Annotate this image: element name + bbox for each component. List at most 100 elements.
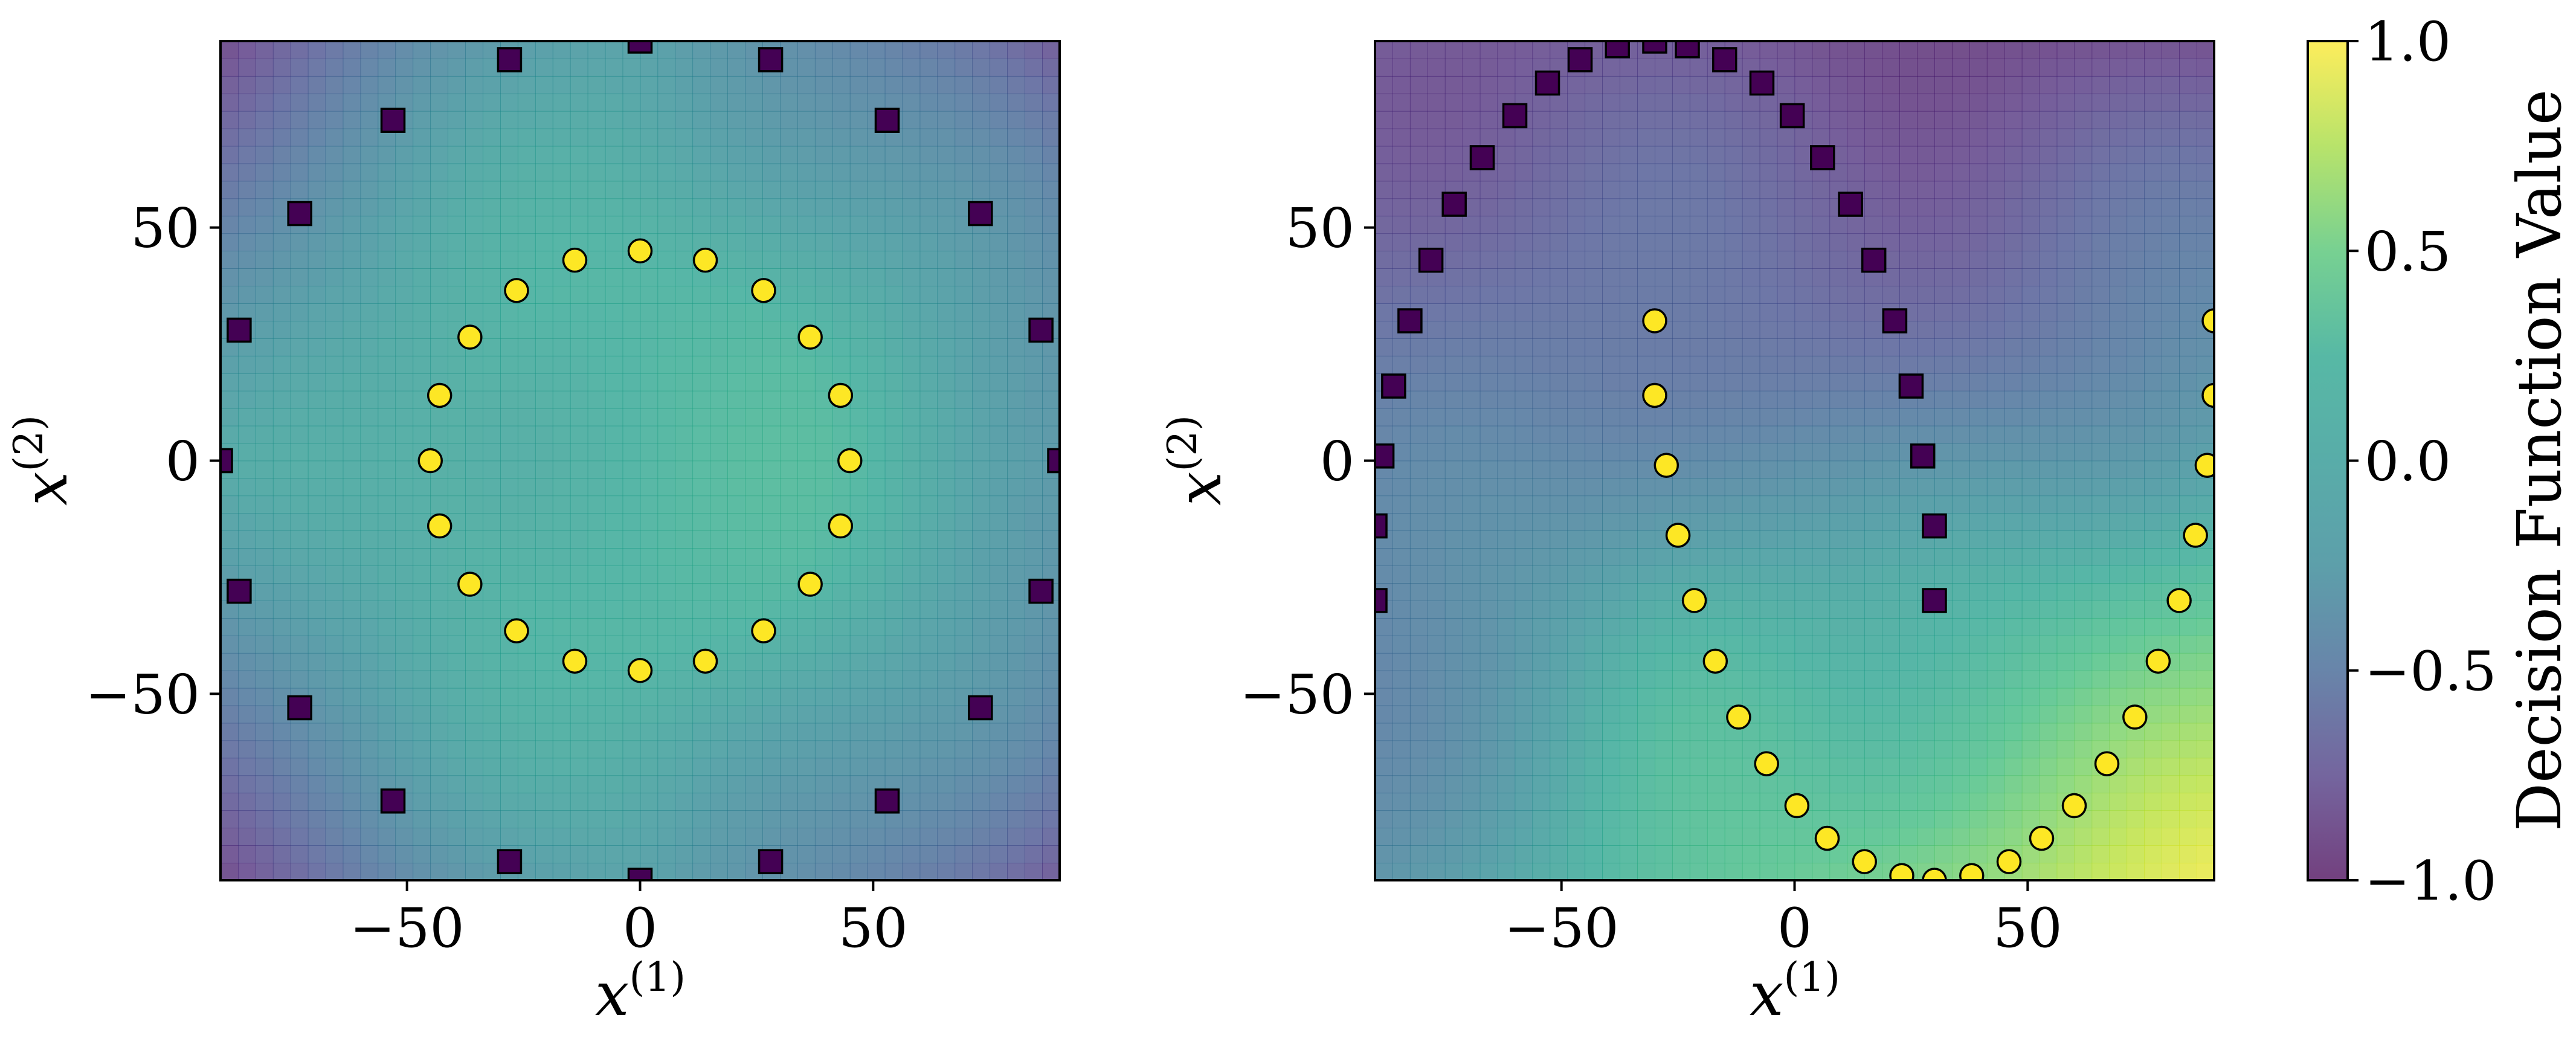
heatmap-cell bbox=[2179, 652, 2197, 671]
heatmap-cell bbox=[413, 233, 431, 252]
heatmap-cell bbox=[849, 233, 868, 252]
heatmap-cell bbox=[1724, 478, 1743, 497]
heatmap-cell bbox=[1951, 268, 1970, 286]
heatmap-cell bbox=[1637, 670, 1655, 689]
heatmap-cell bbox=[430, 425, 448, 444]
heatmap-cell bbox=[1602, 548, 1620, 566]
heatmap-cell bbox=[1462, 443, 1481, 462]
heatmap-cell bbox=[1620, 268, 1638, 286]
heatmap-cell bbox=[2021, 758, 2040, 776]
heatmap-cell bbox=[1794, 845, 1813, 863]
heatmap-cell bbox=[955, 111, 973, 129]
class-positive-point bbox=[627, 658, 653, 683]
heatmap-cell bbox=[1427, 355, 1446, 374]
heatmap-cell bbox=[710, 548, 728, 566]
heatmap-cell bbox=[1620, 198, 1638, 217]
heatmap-cell bbox=[378, 863, 396, 880]
heatmap-cell bbox=[1742, 93, 1760, 112]
heatmap-cell bbox=[448, 617, 466, 636]
heatmap-cell bbox=[1689, 863, 1708, 880]
heatmap-cell bbox=[849, 635, 868, 654]
heatmap-cell bbox=[2109, 181, 2128, 199]
heatmap-cell bbox=[221, 513, 239, 532]
heatmap-cell bbox=[1969, 513, 1988, 532]
heatmap-cell bbox=[1515, 390, 1533, 409]
heatmap-cell bbox=[1707, 198, 1725, 217]
heatmap-cell bbox=[2056, 548, 2075, 566]
heatmap-cell bbox=[884, 268, 903, 286]
heatmap-cell bbox=[1829, 601, 1848, 619]
heatmap-cell bbox=[2109, 583, 2128, 601]
heatmap-cell bbox=[325, 688, 344, 706]
heatmap-cell bbox=[2109, 233, 2128, 252]
heatmap-cell bbox=[378, 286, 396, 304]
heatmap-cell bbox=[797, 443, 816, 462]
heatmap-cell bbox=[814, 373, 833, 392]
heatmap-cell bbox=[1847, 583, 1866, 601]
heatmap-cell bbox=[552, 181, 571, 199]
heatmap-cell bbox=[1777, 390, 1795, 409]
heatmap-cell bbox=[1007, 41, 1025, 59]
class-negative-point bbox=[1418, 247, 1444, 273]
heatmap-cell bbox=[517, 111, 536, 129]
heatmap-cell bbox=[727, 617, 745, 636]
heatmap-cell bbox=[762, 513, 781, 532]
heatmap-cell bbox=[657, 268, 676, 286]
heatmap-cell bbox=[884, 198, 903, 217]
heatmap-cell bbox=[1375, 652, 1393, 671]
heatmap-cell bbox=[2197, 355, 2214, 374]
heatmap-cell bbox=[1532, 478, 1551, 497]
heatmap-cell bbox=[2074, 845, 2093, 863]
heatmap-cell bbox=[1672, 478, 1690, 497]
heatmap-cell bbox=[1672, 723, 1690, 741]
heatmap-cell bbox=[919, 355, 938, 374]
heatmap-cell bbox=[2021, 583, 2040, 601]
heatmap-cell bbox=[1707, 460, 1725, 479]
heatmap-cell bbox=[1392, 58, 1411, 77]
heatmap-cell bbox=[727, 705, 745, 724]
heatmap-cell bbox=[727, 93, 745, 112]
heatmap-cell bbox=[500, 443, 518, 462]
heatmap-cell bbox=[937, 635, 956, 654]
heatmap-cell bbox=[1462, 705, 1481, 724]
heatmap-cell bbox=[1585, 863, 1603, 880]
heatmap-cell bbox=[902, 408, 921, 427]
heatmap-cell bbox=[902, 601, 921, 619]
heatmap-cell bbox=[360, 338, 379, 356]
heatmap-cell bbox=[2074, 216, 2093, 234]
heatmap-cell bbox=[535, 390, 553, 409]
heatmap-cell bbox=[990, 373, 1008, 392]
heatmap-cell bbox=[745, 303, 763, 321]
class-negative-point bbox=[1810, 145, 1835, 170]
heatmap-cell bbox=[1882, 670, 1900, 689]
heatmap-cell bbox=[2162, 216, 2180, 234]
heatmap-cell bbox=[902, 828, 921, 846]
heatmap-cell bbox=[692, 355, 711, 374]
class-negative-point bbox=[227, 317, 252, 343]
heatmap-cell bbox=[1515, 548, 1533, 566]
heatmap-cell bbox=[465, 41, 483, 59]
heatmap-cell bbox=[797, 128, 816, 147]
heatmap-cell bbox=[221, 233, 239, 252]
heatmap-cell bbox=[1864, 478, 1882, 497]
heatmap-cell bbox=[290, 530, 309, 549]
heatmap-cell bbox=[343, 635, 361, 654]
heatmap-cell bbox=[465, 390, 483, 409]
heatmap-cell bbox=[640, 58, 658, 77]
heatmap-cell bbox=[675, 793, 694, 811]
heatmap-cell bbox=[448, 863, 466, 880]
heatmap-cell bbox=[430, 286, 448, 304]
heatmap-cell bbox=[745, 705, 763, 724]
heatmap-cell bbox=[2074, 408, 2093, 427]
heatmap-cell bbox=[343, 321, 361, 339]
heatmap-cell bbox=[675, 688, 694, 706]
heatmap-cell bbox=[325, 495, 344, 514]
heatmap-cell bbox=[2091, 321, 2110, 339]
heatmap-cell bbox=[1375, 233, 1393, 252]
heatmap-cell bbox=[1462, 338, 1481, 356]
heatmap-cell bbox=[780, 181, 798, 199]
heatmap-cell bbox=[413, 635, 431, 654]
heatmap-cell bbox=[1550, 601, 1568, 619]
heatmap-cell bbox=[1602, 617, 1620, 636]
